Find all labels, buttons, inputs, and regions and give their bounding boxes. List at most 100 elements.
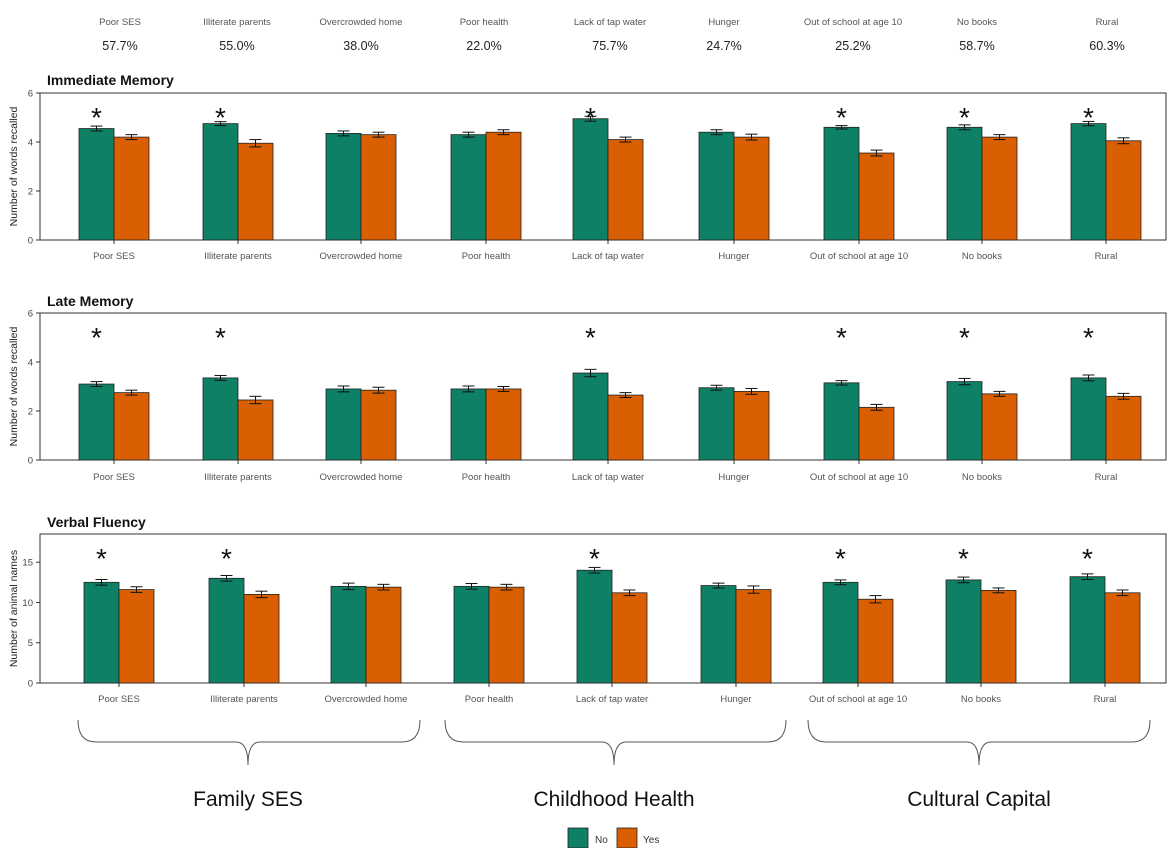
y-tick-label: 0 [28, 236, 33, 247]
bar-yes [237, 142, 274, 241]
significance-asterisk: * [959, 102, 970, 133]
x-tick-label: Poor SES [93, 472, 135, 483]
error-bar [497, 129, 510, 136]
significance-asterisk: * [1083, 102, 1094, 133]
header-percent: 57.7% [102, 39, 137, 53]
x-tick-label: Lack of tap water [572, 251, 644, 262]
error-bar [1081, 573, 1094, 581]
significance-asterisk: * [585, 102, 596, 133]
bar-yes [858, 152, 895, 241]
legend: No Yes [567, 827, 659, 848]
x-tick-label: Poor health [462, 472, 511, 483]
error-bar [90, 381, 103, 387]
bar-yes [1105, 140, 1142, 241]
error-bar [130, 586, 143, 593]
bar-no [576, 569, 613, 684]
significance-asterisk: * [91, 322, 102, 353]
error-bar [745, 387, 758, 395]
bar-no [450, 388, 487, 461]
error-bar [712, 582, 725, 589]
error-bar [372, 131, 385, 138]
y-tick-label: 5 [28, 638, 33, 649]
bar-no [453, 585, 490, 684]
bar-no [698, 131, 735, 241]
significance-asterisk: * [1082, 543, 1093, 574]
header-percent: 58.7% [959, 39, 994, 53]
error-bar [500, 583, 513, 591]
y-tick-label: 0 [28, 456, 33, 467]
error-bar [993, 390, 1006, 397]
header-label: Hunger [708, 17, 739, 28]
y-tick-label: 15 [22, 558, 33, 569]
error-bar [869, 595, 882, 604]
bar-yes [611, 592, 648, 684]
error-bar [90, 125, 103, 132]
x-tick-label: No books [962, 472, 1002, 483]
y-axis-label: Number of words recalled [8, 107, 20, 227]
significance-asterisk: * [585, 322, 596, 353]
error-bar [588, 566, 601, 574]
group-brace [807, 719, 1151, 766]
x-tick-label: No books [962, 251, 1002, 262]
y-tick-label: 2 [28, 187, 33, 198]
bar-no [945, 579, 982, 684]
error-bar [337, 130, 350, 137]
legend-swatch-no [567, 827, 589, 848]
bar-no [572, 118, 609, 241]
significance-asterisk: * [91, 102, 102, 133]
bar-no [78, 383, 115, 461]
x-tick-label: Illiterate parents [210, 694, 278, 705]
x-tick-label: Rural [1095, 472, 1118, 483]
chart-panels: Immediate Memory 0 2 4 6 Number of words reca… [8, 72, 1167, 705]
error-bar [1117, 392, 1130, 400]
bar-yes [1104, 592, 1141, 684]
legend-label-yes: Yes [643, 835, 659, 846]
header-percent: 60.3% [1089, 39, 1124, 53]
bar-no [698, 387, 735, 461]
error-bar [584, 115, 597, 122]
significance-asterisk: * [959, 322, 970, 353]
bar-yes [485, 131, 522, 241]
error-bar [377, 583, 390, 591]
x-tick-label: Poor health [465, 694, 514, 705]
error-bar [835, 380, 848, 386]
error-bar [465, 583, 478, 590]
bar-no [1070, 123, 1107, 241]
bar-no [325, 388, 362, 461]
bar-no [700, 585, 737, 684]
x-tick-label: Poor health [462, 251, 511, 262]
x-tick-label: Rural [1094, 694, 1117, 705]
bar-no [202, 123, 239, 241]
bar-no [325, 133, 362, 241]
significance-asterisk: * [96, 543, 107, 574]
y-axis-label: Number of animal names [8, 550, 20, 667]
y-tick-label: 0 [28, 679, 33, 690]
chart-panel: Immediate Memory 0 2 4 6 Number of words reca… [8, 72, 1167, 262]
error-bar [255, 590, 268, 599]
error-bar [1117, 137, 1130, 145]
group-label: Family SES [193, 788, 303, 811]
x-tick-label: Hunger [718, 251, 749, 262]
header-percent: 55.0% [219, 39, 254, 53]
bar-no [1069, 576, 1106, 684]
bar-no [823, 126, 860, 241]
bar-yes [735, 589, 772, 684]
error-bar [1082, 120, 1095, 127]
y-axis-label: Number of words recalled [8, 327, 20, 447]
header-percent: 24.7% [706, 39, 741, 53]
bar-yes [1105, 395, 1142, 461]
significance-asterisk: * [835, 543, 846, 574]
header-percent: 38.0% [343, 39, 378, 53]
x-tick-label: Illiterate parents [204, 472, 272, 483]
bar-no [946, 381, 983, 461]
bar-yes [360, 134, 397, 241]
error-bar [214, 374, 227, 381]
header-label: Poor SES [99, 17, 141, 28]
bar-yes [733, 136, 770, 241]
y-tick-label: 10 [22, 598, 33, 609]
error-bar [870, 403, 883, 411]
significance-asterisk: * [836, 102, 847, 133]
bar-yes [113, 136, 150, 241]
